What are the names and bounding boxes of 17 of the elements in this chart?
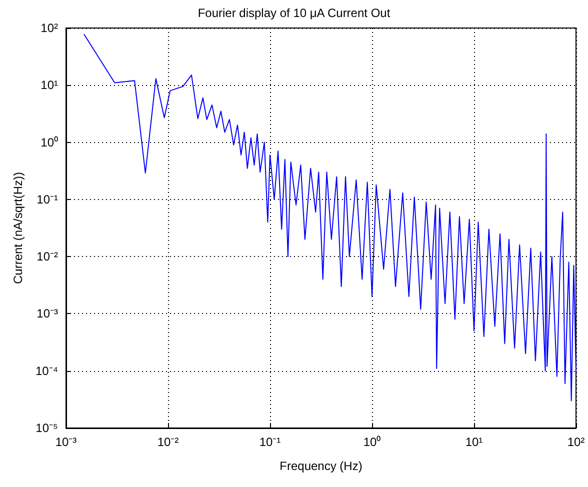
- x-tick-label: 10¹: [465, 435, 483, 449]
- x-tick-label: 10⁻¹: [259, 435, 281, 449]
- y-axis-title: Current (nA/sqrt(Hz)): [11, 172, 25, 284]
- x-axis-title: Frequency (Hz): [280, 459, 362, 473]
- y-tick-label: 10²: [40, 21, 58, 35]
- x-tick-label: 10²: [567, 435, 585, 449]
- y-tick-label: 10⁰: [40, 135, 58, 150]
- y-tick-label: 10⁻⁴: [35, 364, 58, 378]
- y-tick-label: 10⁻⁵: [36, 421, 58, 435]
- x-tick-label: 10⁻³: [55, 435, 77, 449]
- y-tick-label: 10¹: [40, 78, 58, 92]
- y-tick-label: 10⁻²: [36, 250, 58, 264]
- y-tick-label: 10⁻¹: [36, 192, 58, 206]
- x-tick-label: 10⁰: [363, 435, 381, 449]
- x-tick-label: 10⁻²: [157, 435, 179, 449]
- chart-title: Fourier display of 10 μA Current Out: [198, 6, 391, 20]
- y-tick-label: 10⁻³: [36, 306, 58, 321]
